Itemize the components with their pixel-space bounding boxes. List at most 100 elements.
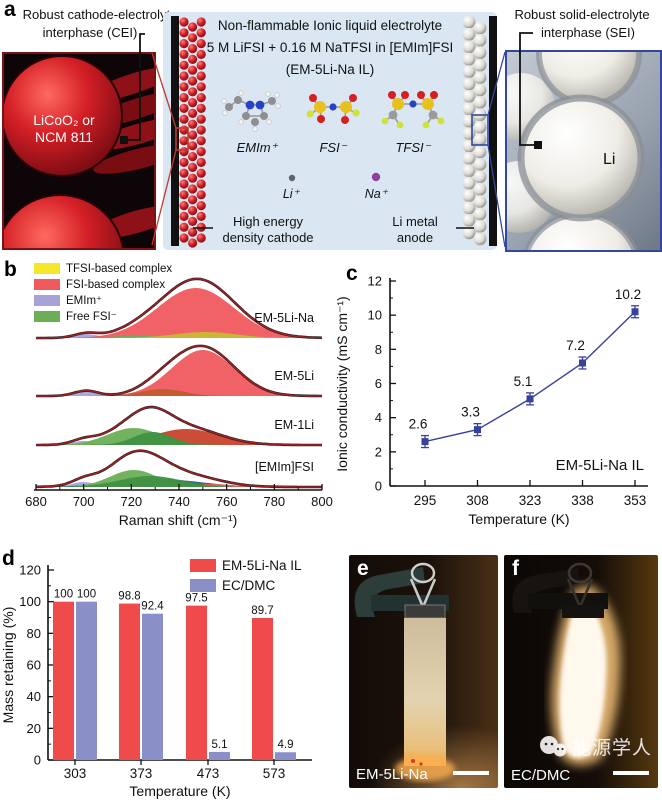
cathode-image: LiCoO₂ or NCM 811: [2, 52, 156, 250]
scale-bar-f: [613, 771, 649, 775]
svg-text:720: 720: [120, 494, 142, 509]
svg-text:0: 0: [34, 753, 41, 768]
scale-bar-e: [453, 771, 489, 775]
photo-f-graphic: [512, 562, 621, 766]
svg-text:4.9: 4.9: [278, 739, 294, 751]
svg-text:EC/DMC: EC/DMC: [222, 578, 275, 593]
svg-text:92.4: 92.4: [141, 601, 164, 613]
svg-text:FSI-based complex: FSI-based complex: [66, 279, 165, 291]
photo-f-caption: EC/DMC: [511, 767, 571, 784]
panel-a-label: a: [4, 0, 16, 21]
cathode-label-line1: High energy: [232, 214, 304, 229]
panel-d-label: d: [2, 547, 15, 570]
svg-text:[EMIm]FSI: [EMIm]FSI: [255, 460, 314, 474]
svg-text:573: 573: [263, 766, 286, 781]
na-ion-dot: [371, 172, 381, 182]
svg-text:295: 295: [414, 493, 437, 508]
svg-text:Ionic conductivity (mS cm⁻¹): Ionic conductivity (mS cm⁻¹): [334, 296, 350, 471]
svg-text:323: 323: [519, 493, 542, 508]
panel-f-label: f: [512, 557, 519, 580]
svg-text:EM-5Li-Na IL: EM-5Li-Na IL: [222, 558, 302, 573]
svg-text:EM-1Li: EM-1Li: [274, 418, 314, 432]
svg-text:10.2: 10.2: [615, 287, 641, 302]
svg-text:89.7: 89.7: [251, 605, 273, 617]
svg-text:473: 473: [197, 766, 220, 781]
electrolyte-panel: Non-flammable Ionic liquid electrolyte 5…: [163, 12, 497, 250]
li-ion-dot: [288, 174, 296, 182]
svg-text:EM-5Li-Na: EM-5Li-Na: [254, 311, 314, 325]
svg-text:Free FSI⁻: Free FSI⁻: [66, 311, 117, 323]
svg-text:Temperature (K): Temperature (K): [468, 511, 569, 527]
svg-text:308: 308: [466, 493, 489, 508]
svg-text:100: 100: [54, 589, 73, 601]
svg-text:TFSI-based complex: TFSI-based complex: [66, 263, 172, 275]
anode-label-line1: Li metal: [392, 214, 438, 229]
photo-e-caption: EM-5Li-Na: [356, 766, 428, 783]
binder-clip-body: [404, 604, 446, 619]
emim-label: EMIm⁺: [236, 140, 278, 155]
binder-clip-handle: [410, 562, 436, 584]
svg-text:10: 10: [368, 308, 382, 323]
conductivity-chart: 0 2 4 6 8 10 12 295 308 323 338 353 2.6 3.3 5.1 7.2 10.2…: [334, 274, 648, 527]
flame-core: [559, 600, 607, 759]
svg-text:740: 740: [168, 494, 190, 509]
svg-text:8: 8: [375, 342, 382, 357]
mass-retaining-chart: 0 20 40 60 80 100 120 303 100 100 373 98.892.4 473 97…: [0, 558, 312, 799]
watermark: 能源学人: [538, 733, 652, 760]
photo-flammable-test: f 能源学人 EC/DMC: [504, 555, 658, 788]
svg-text:760: 760: [216, 494, 238, 509]
emim-molecule-icon: [221, 90, 281, 132]
electrolyte-formula: 5 M LiFSI + 0.16 M NaTFSI in [EMIm]FSI: [206, 40, 454, 55]
svg-text:700: 700: [73, 494, 95, 509]
svg-text:60: 60: [27, 658, 41, 673]
svg-text:40: 40: [27, 689, 41, 704]
cathode-material-label: LiCoO₂ or NCM 811: [33, 112, 95, 145]
svg-text:20: 20: [27, 721, 41, 736]
svg-text:338: 338: [571, 493, 594, 508]
svg-text:5.1: 5.1: [514, 374, 533, 389]
svg-text:Temperature (K): Temperature (K): [129, 783, 230, 799]
svg-text:800: 800: [311, 494, 333, 509]
svg-text:7.2: 7.2: [566, 338, 585, 353]
svg-text:2: 2: [375, 444, 382, 459]
li-sphere-label: Li: [603, 151, 615, 168]
fsi-label: FSI⁻: [319, 140, 347, 155]
anode-electrode-strip: [462, 15, 497, 246]
cei-caption-line1: Robust cathode-electrolyte: [22, 7, 178, 22]
electrolyte-title: Non-flammable Ionic liquid electrolyte: [217, 18, 443, 33]
tfsi-molecule-icon: [381, 91, 445, 129]
glass-fiber-strip: [404, 618, 446, 766]
panel-c-label: c: [346, 262, 358, 285]
svg-text:4: 4: [375, 410, 382, 425]
anode-label-line2: anode: [396, 230, 434, 245]
raman-chart: EM-5Li-Na EM-5Li EM-1Li [EMIm]FSI 680 700 720 7…: [25, 263, 333, 528]
svg-text:6: 6: [375, 376, 382, 391]
cathode-spheres-graphic: [4, 55, 154, 248]
svg-text:680: 680: [25, 494, 47, 509]
tfsi-label: TFSI⁻: [395, 140, 431, 155]
electrolyte-shortname: (EM-5Li-Na IL): [285, 62, 375, 77]
svg-text:2.6: 2.6: [409, 417, 428, 432]
svg-text:353: 353: [624, 493, 647, 508]
svg-text:780: 780: [263, 494, 285, 509]
na-ion-label: Na⁺: [364, 187, 388, 201]
cei-caption-line2: interphase (CEI): [42, 25, 138, 40]
photo-e-graphic: [354, 562, 455, 781]
svg-text:3.3: 3.3: [461, 405, 480, 420]
panel-e-label: e: [357, 557, 369, 580]
svg-text:303: 303: [64, 766, 87, 781]
cathode-label-line2: density cathode: [222, 230, 314, 245]
electrolyte-graphics: [171, 15, 497, 248]
fsi-molecule-icon: [306, 94, 360, 124]
svg-text:5.1: 5.1: [212, 739, 228, 751]
li-ion-label: Li⁺: [282, 187, 300, 201]
svg-text:97.5: 97.5: [185, 593, 207, 605]
svg-text:120: 120: [19, 563, 41, 578]
svg-text:EM-5Li-Na IL: EM-5Li-Na IL: [556, 457, 644, 474]
svg-text:100: 100: [19, 594, 41, 609]
svg-text:Raman shift (cm⁻¹): Raman shift (cm⁻¹): [119, 512, 238, 528]
watermark-text: 能源学人: [572, 738, 653, 759]
svg-text:EM-5Li: EM-5Li: [274, 369, 314, 383]
sei-caption-line2: interphase (SEI): [541, 25, 635, 40]
